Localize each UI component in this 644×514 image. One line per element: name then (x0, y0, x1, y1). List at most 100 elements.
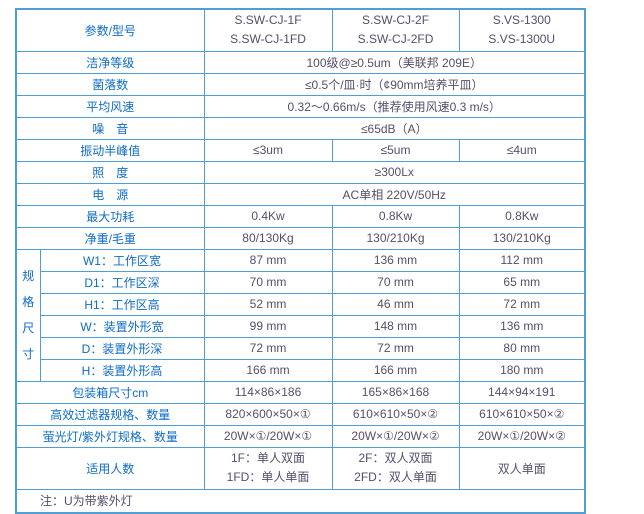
dim-w-value-1: 99 mm (203, 314, 333, 338)
dim-d-value-2: 72 mm (331, 336, 460, 360)
dim-h-value-3: 180 mm (458, 358, 586, 382)
row-label: D1：工作区深 (39, 270, 205, 294)
filter-value-1: 820×600×50×① (203, 402, 333, 426)
dims-group-char: 规 (22, 269, 35, 283)
dim-h-value-2: 166 mm (331, 358, 460, 382)
packing-value-1: 114×86×186 (203, 380, 333, 404)
people-line: 2F：双人双面 (358, 451, 433, 465)
filter-value-3: 610×610×50×② (458, 402, 586, 426)
row-label: W1：工作区宽 (39, 248, 205, 272)
dim-d-value-1: 72 mm (203, 336, 333, 360)
row-label: 净重/毛重 (15, 226, 205, 250)
vibration-value-1: ≤3um (203, 138, 333, 162)
max-power-value-2: 0.8Kw (331, 204, 460, 228)
row-dim-h1: H1：工作区高 52 mm 46 mm 72 mm (16, 292, 586, 316)
row-label: 高效过滤器规格、数量 (15, 402, 205, 426)
dims-group-char: 尺 (22, 321, 35, 335)
model-column-1: S.SW-CJ-1F S.SW-CJ-1FD (203, 8, 333, 52)
row-label: 电 源 (15, 182, 205, 206)
model-name: S.SW-CJ-1FD (230, 32, 306, 47)
weight-value-1: 80/130Kg (203, 226, 333, 250)
row-label: D：装置外形深 (39, 336, 205, 360)
vibration-value-3: ≤4um (458, 138, 586, 162)
lamp-value-1: 20W×①/20W×① (203, 424, 333, 448)
row-dim-h: H：装置外形高 166 mm 166 mm 180 mm (16, 358, 586, 382)
spec-table: 参数/型号 S.SW-CJ-1F S.SW-CJ-1FD S.SW-CJ-2F … (15, 8, 586, 514)
lamp-value-2: 20W×①/20W×② (331, 424, 460, 448)
power-supply-value: AC单相 220V/50Hz (203, 182, 586, 206)
row-label: 洁净等级 (15, 50, 205, 74)
note-text: 注：U为带紫外灯 (15, 488, 586, 514)
dim-d1-value-3: 65 mm (458, 270, 586, 294)
dim-h1-value-2: 46 mm (331, 292, 460, 316)
row-people: 适用人数 1F：单人双面 1FD：单人单面 2F：双人双面 2FD：双人单面 双… (15, 446, 586, 490)
filter-value-2: 610×610×50×② (331, 402, 460, 426)
row-vibration: 振动半峰值 ≤3um ≤5um ≤4um (15, 138, 586, 162)
param-model-label: 参数/型号 (15, 8, 205, 52)
model-name: S.SW-CJ-1F (234, 13, 302, 28)
row-label: 噪 音 (15, 116, 205, 140)
dim-d1-value-1: 70 mm (203, 270, 333, 294)
row-dim-w: W：装置外形宽 99 mm 148 mm 136 mm (16, 314, 586, 338)
row-label: W：装置外形宽 (39, 314, 205, 338)
row-label: 菌落数 (15, 72, 205, 96)
dim-h-value-1: 166 mm (203, 358, 333, 382)
row-max-power: 最大功耗 0.4Kw 0.8Kw 0.8Kw (15, 204, 586, 228)
vibration-value-2: ≤5um (331, 138, 460, 162)
dim-h1-value-1: 52 mm (203, 292, 333, 316)
row-dim-d: D：装置外形深 72 mm 72 mm 80 mm (16, 336, 586, 360)
people-line: 2FD：双人单面 (354, 470, 437, 484)
dims-group-char: 格 (22, 295, 35, 309)
row-dim-d1: D1：工作区深 70 mm 70 mm 65 mm (16, 270, 586, 294)
row-power-supply: 电 源 AC单相 220V/50Hz (15, 182, 586, 206)
packing-value-3: 144×94×191 (458, 380, 586, 404)
model-name: S.VS-1300U (488, 32, 556, 47)
dim-w1-value-3: 112 mm (458, 248, 586, 272)
weight-value-2: 130/210Kg (331, 226, 460, 250)
clean-class-value: 100级@≥0.5um（美联邦 209E） (203, 50, 586, 74)
row-label: 适用人数 (15, 446, 205, 490)
model-name: S.SW-CJ-2FD (357, 32, 434, 47)
wind-speed-value: 0.32～0.66m/s（推荐使用风速0.3 m/s） (203, 94, 586, 118)
packing-value-2: 165×86×168 (331, 380, 460, 404)
noise-value: ≤65dB（A） (203, 116, 586, 140)
people-value-2: 2F：双人双面 2FD：双人单面 (331, 446, 460, 490)
row-clean-class: 洁净等级 100级@≥0.5um（美联邦 209E） (15, 50, 586, 74)
model-name: S.SW-CJ-2F (361, 13, 430, 28)
model-column-3: S.VS-1300 S.VS-1300U (458, 8, 586, 52)
max-power-value-1: 0.4Kw (203, 204, 333, 228)
row-colony-count: 菌落数 ≤0.5个/皿·时（¢90mm培养平皿） (15, 72, 586, 96)
row-label: 萤光灯/紫外灯规格、数量 (15, 424, 205, 448)
people-value-3: 双人单面 (458, 446, 586, 490)
colony-value: ≤0.5个/皿·时（¢90mm培养平皿） (203, 72, 586, 96)
row-weight: 净重/毛重 80/130Kg 130/210Kg 130/210Kg (15, 226, 586, 250)
row-label: H：装置外形高 (39, 358, 205, 382)
dim-w-value-3: 136 mm (458, 314, 586, 338)
dim-w-value-2: 148 mm (331, 314, 460, 338)
lamp-value-3: 20W×①/20W×② (458, 424, 586, 448)
header-row: 参数/型号 S.SW-CJ-1F S.SW-CJ-1FD S.SW-CJ-2F … (15, 8, 586, 52)
row-label: 包装箱尺寸cm (15, 380, 205, 404)
dim-w1-value-1: 87 mm (203, 248, 333, 272)
row-label: 平均风速 (15, 94, 205, 118)
row-label: H1：工作区高 (39, 292, 205, 316)
people-value-1: 1F：单人双面 1FD：单人单面 (203, 446, 333, 490)
dim-w1-value-2: 136 mm (331, 248, 460, 272)
row-packing-size: 包装箱尺寸cm 114×86×186 165×86×168 144×94×191 (15, 380, 586, 404)
row-note: 注：U为带紫外灯 (15, 488, 586, 514)
row-label: 最大功耗 (15, 204, 205, 228)
dims-group-char: 寸 (22, 347, 35, 361)
row-illumination: 照 度 ≥300Lx (15, 160, 586, 184)
model-name: S.VS-1300 (492, 13, 551, 28)
row-noise: 噪 音 ≤65dB（A） (15, 116, 586, 140)
max-power-value-3: 0.8Kw (458, 204, 586, 228)
row-wind-speed: 平均风速 0.32～0.66m/s（推荐使用风速0.3 m/s） (15, 94, 586, 118)
people-line: 1FD：单人单面 (226, 470, 310, 484)
dim-d-value-3: 80 mm (458, 336, 586, 360)
weight-value-3: 130/210Kg (458, 226, 586, 250)
row-lamp: 萤光灯/紫外灯规格、数量 20W×①/20W×① 20W×①/20W×② 20W… (15, 424, 586, 448)
illumination-value: ≥300Lx (203, 160, 586, 184)
row-label: 照 度 (15, 160, 205, 184)
dim-h1-value-3: 72 mm (458, 292, 586, 316)
people-line: 1F：单人双面 (230, 451, 305, 465)
